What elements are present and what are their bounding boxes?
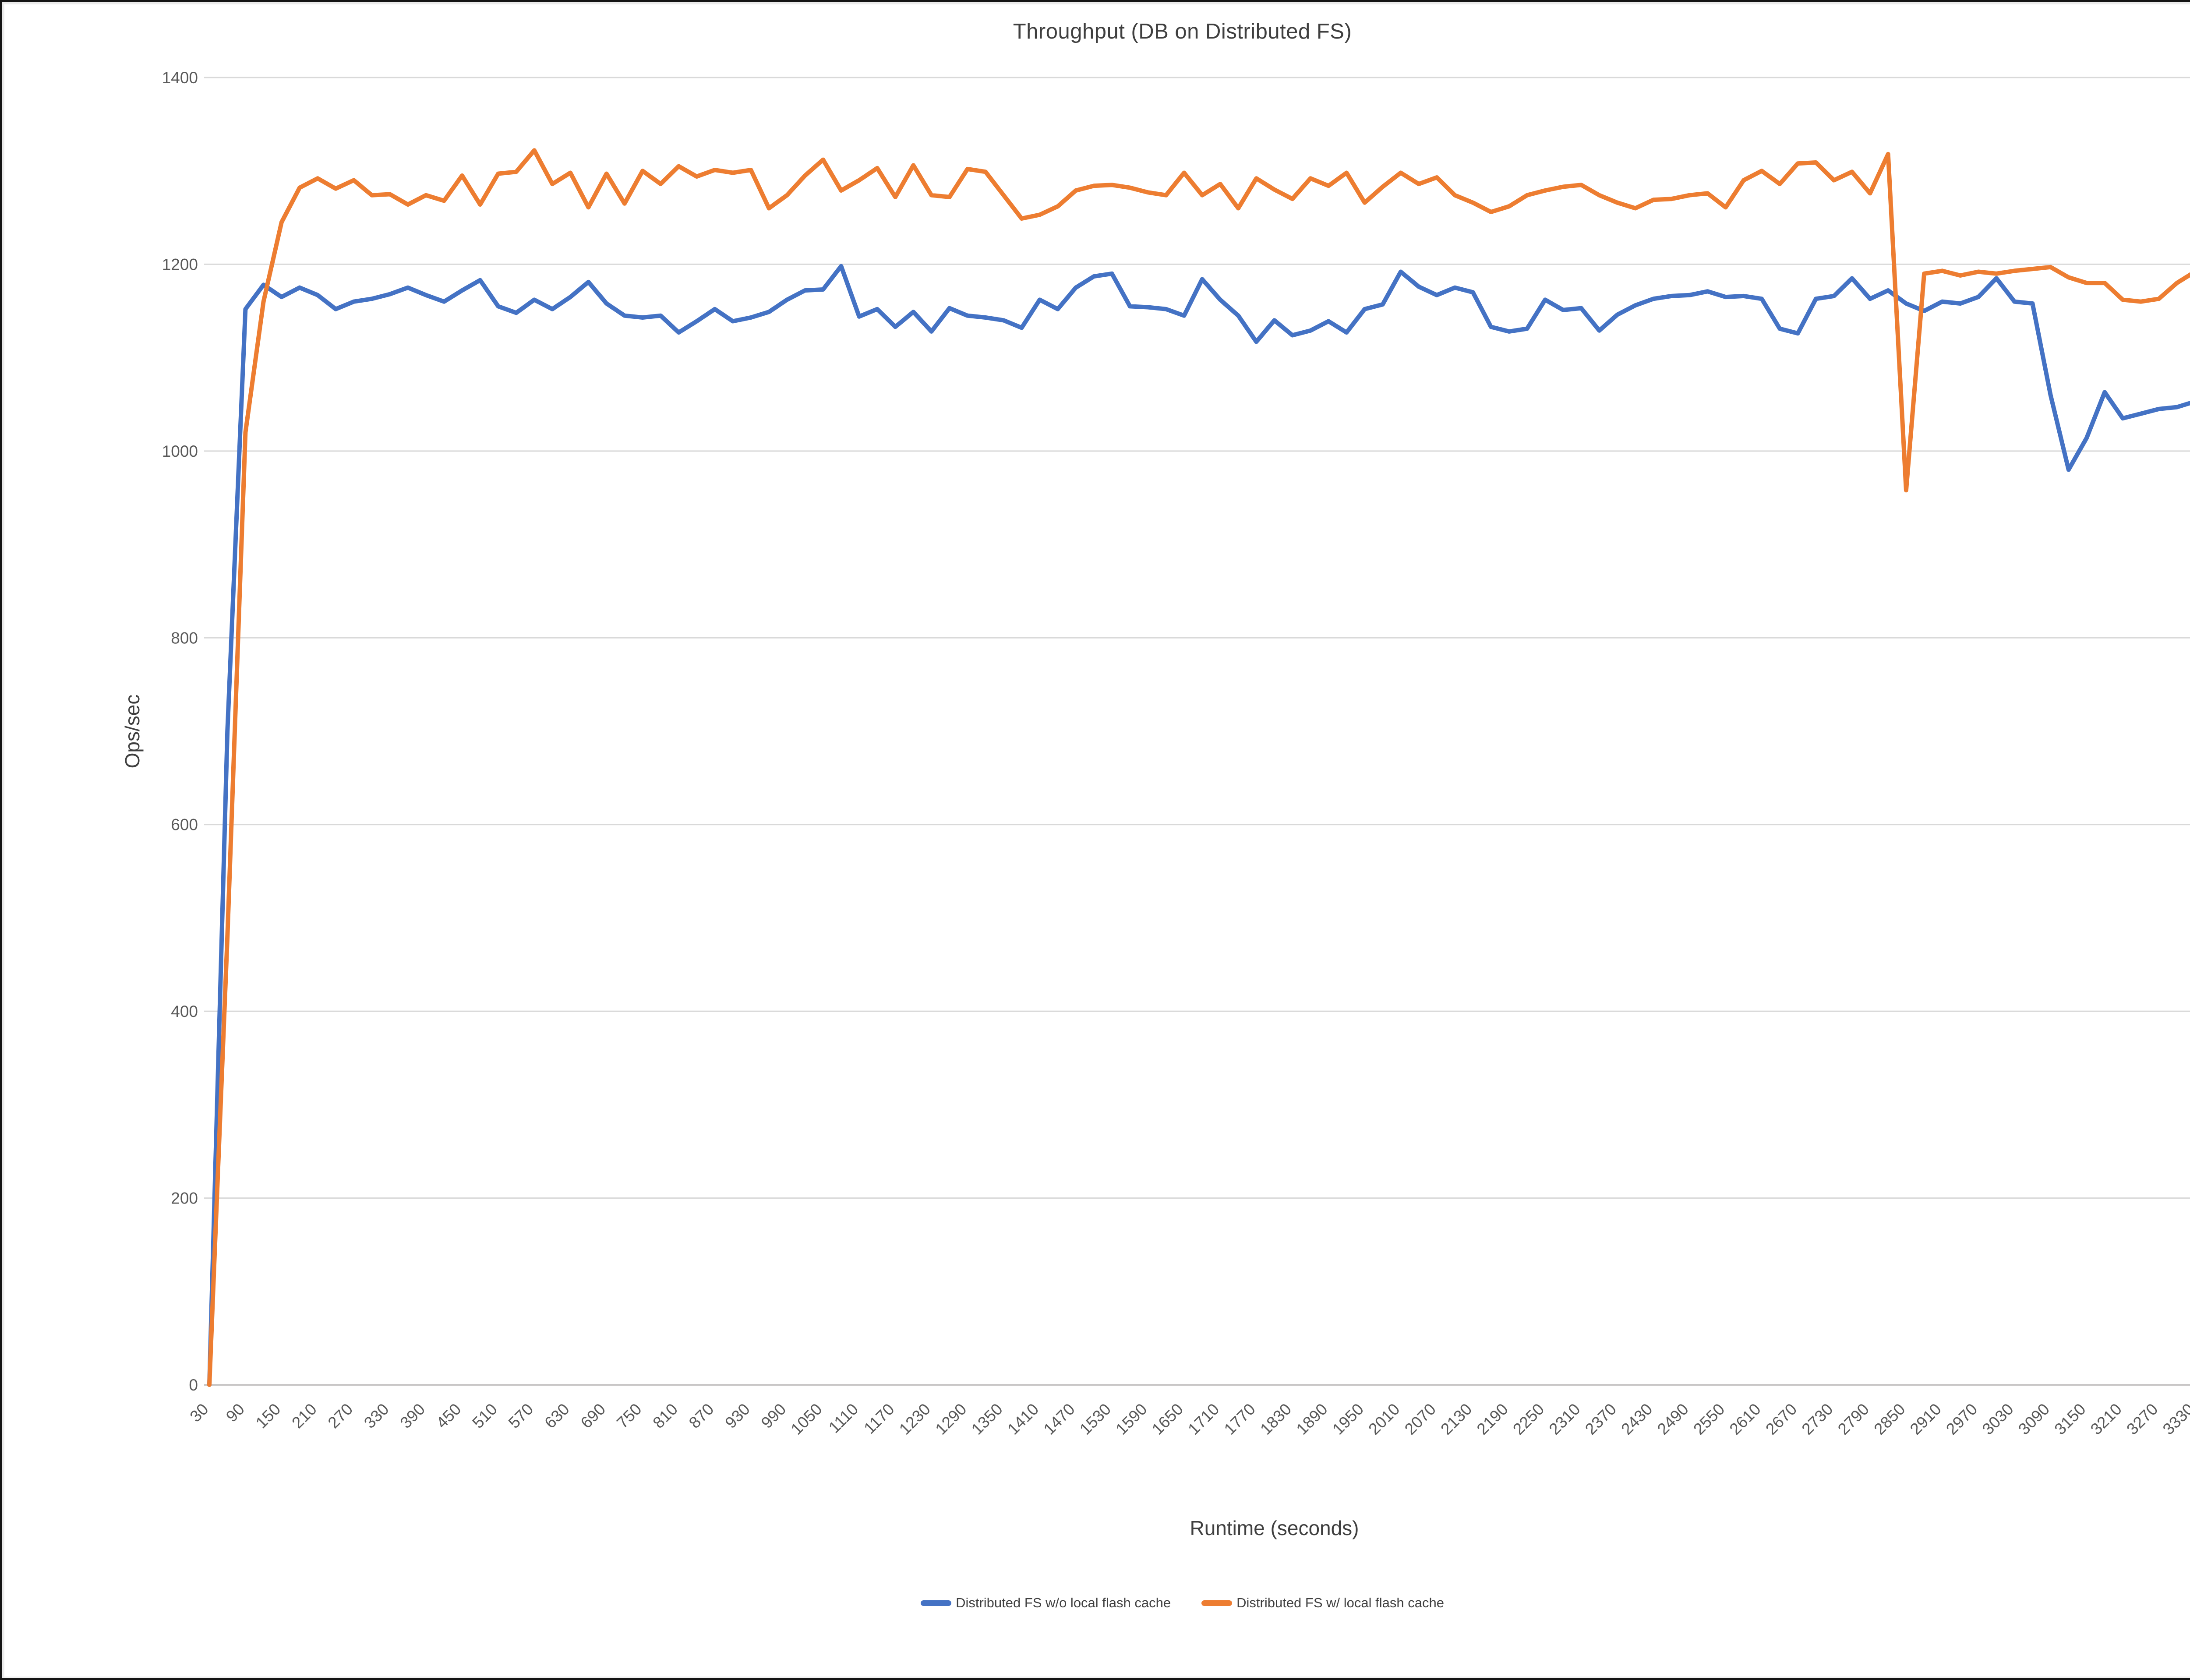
svg-text:1830: 1830 — [1257, 1400, 1295, 1438]
chart-legend: Distributed FS w/o local flash cache Dis… — [0, 1595, 2190, 1611]
svg-text:1590: 1590 — [1112, 1400, 1150, 1438]
svg-text:1710: 1710 — [1184, 1400, 1222, 1438]
chart-title: Throughput (DB on Distributed FS) — [1013, 20, 1352, 43]
svg-text:2370: 2370 — [1582, 1400, 1620, 1438]
svg-text:2490: 2490 — [1654, 1400, 1692, 1438]
svg-text:930: 930 — [721, 1400, 753, 1432]
svg-text:1770: 1770 — [1221, 1400, 1259, 1438]
svg-text:630: 630 — [541, 1400, 573, 1432]
svg-text:1400: 1400 — [162, 69, 198, 87]
svg-text:150: 150 — [252, 1400, 284, 1432]
svg-text:1530: 1530 — [1076, 1400, 1114, 1438]
svg-text:2670: 2670 — [1762, 1400, 1800, 1438]
svg-text:0: 0 — [189, 1376, 198, 1394]
legend-line-marker-icon — [921, 1600, 952, 1606]
svg-text:3150: 3150 — [2051, 1400, 2089, 1438]
svg-text:3330: 3330 — [2159, 1400, 2190, 1438]
svg-text:2010: 2010 — [1365, 1400, 1403, 1438]
legend-label: Distributed FS w/o local flash cache — [956, 1595, 1171, 1610]
svg-text:2550: 2550 — [1690, 1400, 1728, 1438]
svg-text:2070: 2070 — [1401, 1400, 1439, 1438]
svg-text:330: 330 — [360, 1400, 392, 1432]
svg-text:1470: 1470 — [1040, 1400, 1078, 1438]
svg-text:2130: 2130 — [1437, 1400, 1475, 1438]
legend-label: Distributed FS w/ local flash cache — [1236, 1595, 1444, 1610]
svg-text:1000: 1000 — [162, 442, 198, 460]
svg-text:90: 90 — [223, 1400, 248, 1426]
svg-text:690: 690 — [577, 1400, 609, 1432]
svg-text:30: 30 — [187, 1400, 212, 1426]
svg-text:1290: 1290 — [932, 1400, 970, 1438]
svg-text:2310: 2310 — [1546, 1400, 1584, 1438]
svg-text:200: 200 — [171, 1189, 198, 1207]
svg-text:870: 870 — [685, 1400, 717, 1432]
svg-text:3030: 3030 — [1979, 1400, 2017, 1438]
legend-item-without-cache: Distributed FS w/o local flash cache — [921, 1595, 1171, 1611]
legend-line-marker-icon — [1201, 1600, 1233, 1606]
svg-text:2610: 2610 — [1726, 1400, 1764, 1438]
svg-text:1170: 1170 — [860, 1400, 897, 1437]
svg-text:800: 800 — [171, 629, 198, 647]
svg-text:750: 750 — [613, 1400, 645, 1432]
svg-text:510: 510 — [469, 1400, 501, 1432]
svg-text:400: 400 — [171, 1002, 198, 1020]
svg-text:810: 810 — [650, 1400, 682, 1432]
svg-text:2190: 2190 — [1473, 1400, 1512, 1438]
svg-text:1650: 1650 — [1148, 1400, 1187, 1438]
svg-text:1230: 1230 — [896, 1400, 934, 1438]
svg-text:1890: 1890 — [1293, 1400, 1331, 1438]
svg-text:3270: 3270 — [2123, 1400, 2161, 1438]
series-line-without-cache — [207, 264, 2190, 1387]
svg-text:270: 270 — [325, 1400, 357, 1432]
x-tick-labels: 30 90 150 210 270 330 390 450 510 570 630 690 750 810… — [187, 1400, 2190, 1438]
svg-text:570: 570 — [505, 1400, 537, 1432]
svg-text:1050: 1050 — [788, 1400, 826, 1438]
svg-text:1350: 1350 — [968, 1400, 1006, 1438]
legend-item-with-cache: Distributed FS w/ local flash cache — [1201, 1595, 1444, 1611]
svg-text:1200: 1200 — [162, 255, 198, 273]
svg-text:450: 450 — [433, 1400, 465, 1432]
svg-text:2910: 2910 — [1907, 1400, 1945, 1438]
svg-text:990: 990 — [758, 1400, 790, 1432]
svg-text:2250: 2250 — [1509, 1400, 1547, 1438]
svg-text:210: 210 — [288, 1400, 320, 1432]
svg-text:390: 390 — [397, 1400, 429, 1432]
svg-text:1950: 1950 — [1329, 1400, 1367, 1438]
svg-text:3090: 3090 — [2015, 1400, 2053, 1438]
svg-text:1110: 1110 — [825, 1400, 862, 1436]
y-gridlines — [204, 77, 2190, 1199]
svg-text:1410: 1410 — [1004, 1400, 1042, 1438]
x-axis-title: Runtime (seconds) — [1190, 1517, 1359, 1539]
series-line-with-cache — [207, 148, 2190, 1387]
svg-text:600: 600 — [171, 816, 198, 834]
svg-text:2790: 2790 — [1834, 1400, 1872, 1438]
svg-text:2970: 2970 — [1943, 1400, 1981, 1438]
y-axis-title: Ops/sec — [121, 694, 144, 769]
svg-text:2730: 2730 — [1798, 1400, 1837, 1438]
svg-text:3210: 3210 — [2087, 1400, 2125, 1438]
svg-text:2850: 2850 — [1870, 1400, 1908, 1438]
svg-text:2430: 2430 — [1618, 1400, 1656, 1438]
y-tick-labels: 0 200 400 600 800 1000 1200 1400 — [162, 69, 198, 1394]
